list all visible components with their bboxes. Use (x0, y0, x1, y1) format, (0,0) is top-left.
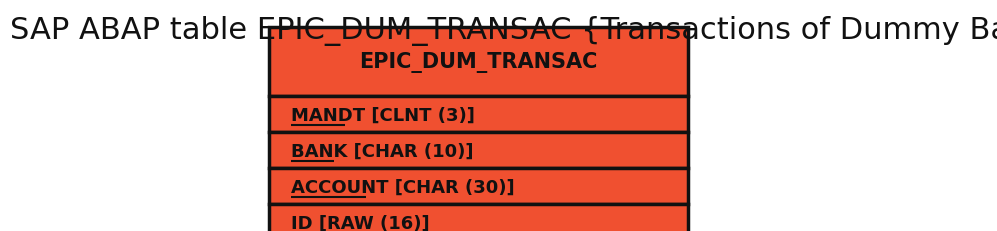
Text: ID [RAW (16)]: ID [RAW (16)] (291, 213, 430, 231)
Bar (269, 204, 688, 231)
Bar (269, 169, 688, 204)
Text: ACCOUNT [CHAR (30)]: ACCOUNT [CHAR (30)] (291, 178, 514, 195)
Bar (269, 97, 688, 133)
Bar (269, 28, 688, 97)
Text: SAP ABAP table EPIC_DUM_TRANSAC {Transactions of Dummy Bank}: SAP ABAP table EPIC_DUM_TRANSAC {Transac… (10, 16, 997, 46)
Text: BANK [CHAR (10)]: BANK [CHAR (10)] (291, 142, 474, 160)
Text: EPIC_DUM_TRANSAC: EPIC_DUM_TRANSAC (359, 52, 598, 73)
Text: MANDT [CLNT (3)]: MANDT [CLNT (3)] (291, 106, 475, 124)
Bar (269, 133, 688, 169)
